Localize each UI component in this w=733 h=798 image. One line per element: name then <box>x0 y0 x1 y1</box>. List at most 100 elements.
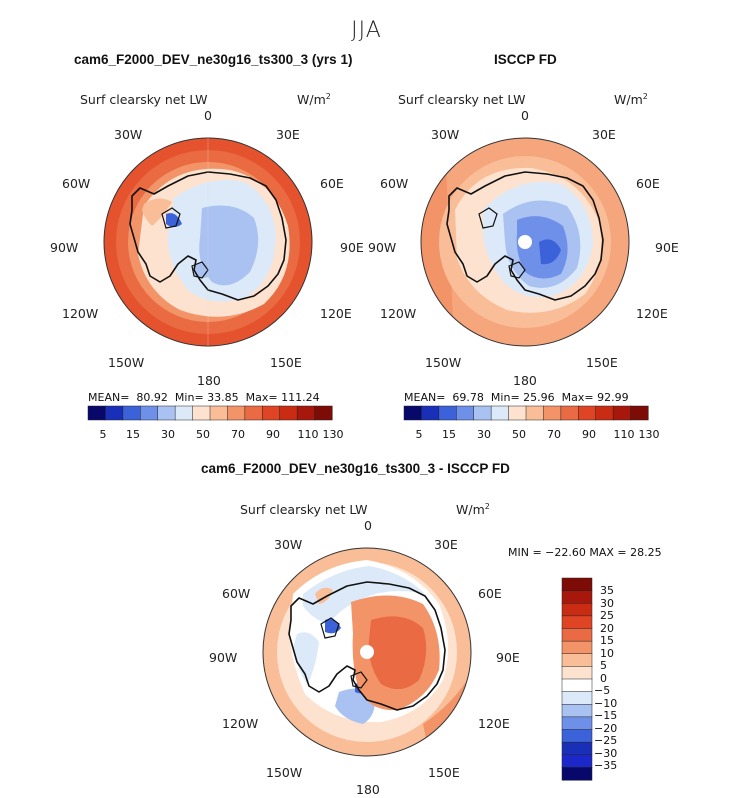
obs-lon-30w: 30W <box>431 127 460 142</box>
obs-cb-tick: 15 <box>442 428 456 441</box>
obs-lon-180: 180 <box>513 373 537 388</box>
diff-cb-label: 25 <box>600 609 614 622</box>
colorbar-swatch <box>456 405 475 421</box>
model-colorbar <box>87 405 333 421</box>
model-cb-tick: 50 <box>196 428 210 441</box>
obs-lon-60w: 60W <box>380 176 409 191</box>
obs-variable-label: Surf clearsky net LW <box>398 92 526 107</box>
colorbar-swatch <box>561 741 593 756</box>
diff-cb-label: 5 <box>600 659 607 672</box>
colorbar-swatch <box>561 640 593 655</box>
colorbar-swatch <box>612 405 632 421</box>
model-cb-tick: 70 <box>231 428 245 441</box>
model-lon-120w: 120W <box>62 306 99 321</box>
colorbar-swatch <box>157 405 176 421</box>
colorbar-swatch <box>140 405 159 421</box>
diff-cb-label: 10 <box>600 646 614 660</box>
colorbar-swatch <box>543 405 562 421</box>
obs-cb-tick: 50 <box>512 428 526 441</box>
colorbar-swatch <box>279 405 298 421</box>
diff-cb-label: −20 <box>594 721 618 735</box>
model-lon-150e: 150E <box>270 355 302 370</box>
obs-cb-tick: 110 <box>613 428 635 441</box>
diff-cb-label: 15 <box>600 634 614 647</box>
colorbar-swatch <box>87 405 106 421</box>
colorbar-swatch <box>421 405 440 421</box>
diff-colorbar <box>561 577 593 781</box>
model-cb-tick: 110 <box>297 428 319 441</box>
model-lon-60w: 60W <box>62 176 91 191</box>
model-colorbar-ticks: 5 15 30 50 70 90 110 130 <box>88 428 344 442</box>
model-lon-30w: 30W <box>114 127 143 142</box>
diff-lon-30e: 30E <box>434 537 458 552</box>
diff-lon-0: 0 <box>364 518 372 533</box>
colorbar-swatch <box>314 405 333 421</box>
colorbar-swatch <box>490 405 510 421</box>
model-cb-tick: 5 <box>99 428 107 441</box>
colorbar-swatch <box>174 405 194 421</box>
diff-cb-label: 35 <box>600 584 614 597</box>
obs-cb-tick: 30 <box>477 428 491 441</box>
obs-lon-150e: 150E <box>586 355 618 370</box>
model-lon-60e: 60E <box>320 176 344 191</box>
colorbar-swatch <box>561 678 593 693</box>
model-lon-90e: 90E <box>340 240 364 255</box>
diff-polar-map <box>262 547 472 757</box>
obs-lon-150w: 150W <box>425 355 462 370</box>
model-lon-90w: 90W <box>50 240 79 255</box>
diff-lon-120w: 120W <box>222 716 259 731</box>
model-cb-tick: 130 <box>322 428 344 441</box>
colorbar-swatch <box>525 405 544 421</box>
diff-panel-title: cam6_F2000_DEV_ne30g16_ts300_3 - ISCCP F… <box>201 461 510 476</box>
obs-lon-120w: 120W <box>380 306 417 321</box>
model-cb-tick: 90 <box>266 428 280 441</box>
colorbar-swatch <box>105 405 124 421</box>
obs-pole-hole <box>518 235 532 249</box>
diff-cb-label: −25 <box>594 734 618 747</box>
obs-lon-30e: 30E <box>592 127 616 142</box>
diff-units-label: W/m2 <box>456 502 490 518</box>
colorbar-swatch <box>561 577 593 592</box>
diff-cb-label: −5 <box>594 684 611 697</box>
diff-cb-label: −30 <box>594 746 618 760</box>
diff-lon-90e: 90E <box>496 650 520 665</box>
obs-cb-tick: 90 <box>582 428 596 441</box>
colorbar-swatch <box>508 405 527 421</box>
model-panel-title: cam6_F2000_DEV_ne30g16_ts300_3 (yrs 1) <box>74 52 353 67</box>
colorbar-swatch <box>561 716 593 731</box>
obs-lon-120e: 120E <box>636 306 668 321</box>
model-stats: MEAN= 80.92 Min= 33.85 Max= 111.24 <box>88 391 320 404</box>
model-lon-30e: 30E <box>276 127 300 142</box>
colorbar-swatch <box>561 704 593 718</box>
diff-variable-label: Surf clearsky net LW <box>240 502 368 517</box>
diff-stats: MIN = −22.60 MAX = 28.25 <box>508 546 662 559</box>
diff-lon-180: 180 <box>356 782 380 797</box>
diff-lon-120e: 120E <box>478 716 510 731</box>
model-variable-label: Surf clearsky net LW <box>80 92 208 107</box>
obs-cb-tick: 70 <box>547 428 561 441</box>
colorbar-swatch <box>561 754 593 768</box>
colorbar-swatch <box>244 405 263 421</box>
colorbar-swatch <box>630 405 649 421</box>
diff-lon-60w: 60W <box>222 586 251 601</box>
obs-polar-map <box>420 137 630 347</box>
colorbar-swatch <box>403 405 422 421</box>
model-units-label: W/m2 <box>297 92 331 108</box>
colorbar-swatch <box>561 666 593 680</box>
colorbar-swatch <box>209 405 228 421</box>
model-polar-map <box>103 137 313 347</box>
colorbar-swatch <box>578 405 597 421</box>
diff-cb-label: 30 <box>600 596 614 610</box>
colorbar-swatch <box>561 615 593 630</box>
model-lon-180: 180 <box>197 373 221 388</box>
colorbar-swatch <box>561 603 593 617</box>
colorbar-swatch <box>296 405 316 421</box>
diff-lon-30w: 30W <box>274 537 303 552</box>
colorbar-swatch <box>561 767 593 781</box>
colorbar-swatch <box>561 691 593 705</box>
model-lon-150w: 150W <box>108 355 145 370</box>
obs-cb-tick: 5 <box>415 428 423 441</box>
season-title: JJA <box>351 18 382 43</box>
obs-units-label: W/m2 <box>614 92 648 108</box>
obs-cb-tick: 130 <box>638 428 660 441</box>
